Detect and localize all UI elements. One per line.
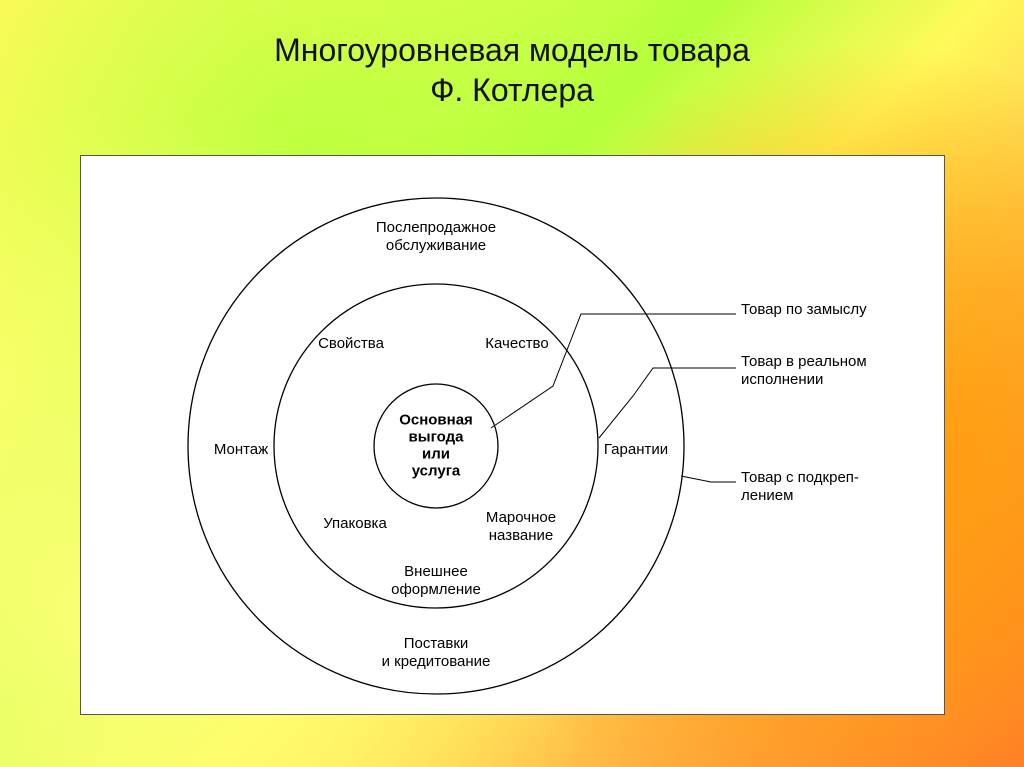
concentric-diagram: Основнаявыгодаилиуслуга Послепродажноеобс…: [81, 156, 946, 716]
diagram-panel: Основнаявыгодаилиуслуга Послепродажноеобс…: [80, 155, 945, 715]
inner-label-10: оформление: [391, 581, 481, 598]
callout-text-1-0: Товар в реальном: [741, 353, 867, 370]
inner-label-2: Свойства: [318, 335, 385, 352]
callout-leader-1: [599, 368, 736, 438]
inner-label-1: обслуживание: [386, 237, 486, 254]
inner-label-8: название: [489, 527, 553, 544]
inner-label-9: Внешнее: [404, 563, 468, 580]
callout-text-0-0: Товар по замыслу: [741, 301, 867, 318]
inner-label-3: Качество: [485, 335, 548, 352]
center-label-line-2: или: [422, 445, 450, 462]
inner-label-6: Упаковка: [323, 515, 387, 532]
inner-label-0: Послепродажное: [376, 219, 496, 236]
inner-label-5: Гарантии: [604, 441, 668, 458]
callout-leader-2: [681, 476, 736, 482]
center-label-line-1: выгода: [409, 428, 465, 445]
inner-label-4: Монтаж: [214, 441, 268, 458]
diagram-svg-wrap: Основнаявыгодаилиуслуга Послепродажноеобс…: [81, 156, 944, 714]
title-line-1: Многоуровневая модель товара: [0, 30, 1024, 70]
inner-label-11: Поставки: [404, 635, 469, 652]
title-line-2: Ф. Котлера: [0, 70, 1024, 110]
inner-label-12: и кредитование: [382, 653, 491, 670]
center-label-line-0: Основная: [399, 411, 473, 428]
slide-background: Многоуровневая модель товара Ф. Котлера …: [0, 0, 1024, 767]
slide-title: Многоуровневая модель товара Ф. Котлера: [0, 30, 1024, 110]
callout-leader-0: [491, 314, 736, 428]
callout-text-2-0: Товар с подкреп-: [741, 469, 859, 486]
center-label-line-3: услуга: [412, 462, 461, 479]
inner-label-7: Марочное: [486, 509, 556, 526]
callout-text-1-1: исполнении: [741, 371, 823, 388]
callout-text-2-1: лением: [741, 487, 793, 504]
